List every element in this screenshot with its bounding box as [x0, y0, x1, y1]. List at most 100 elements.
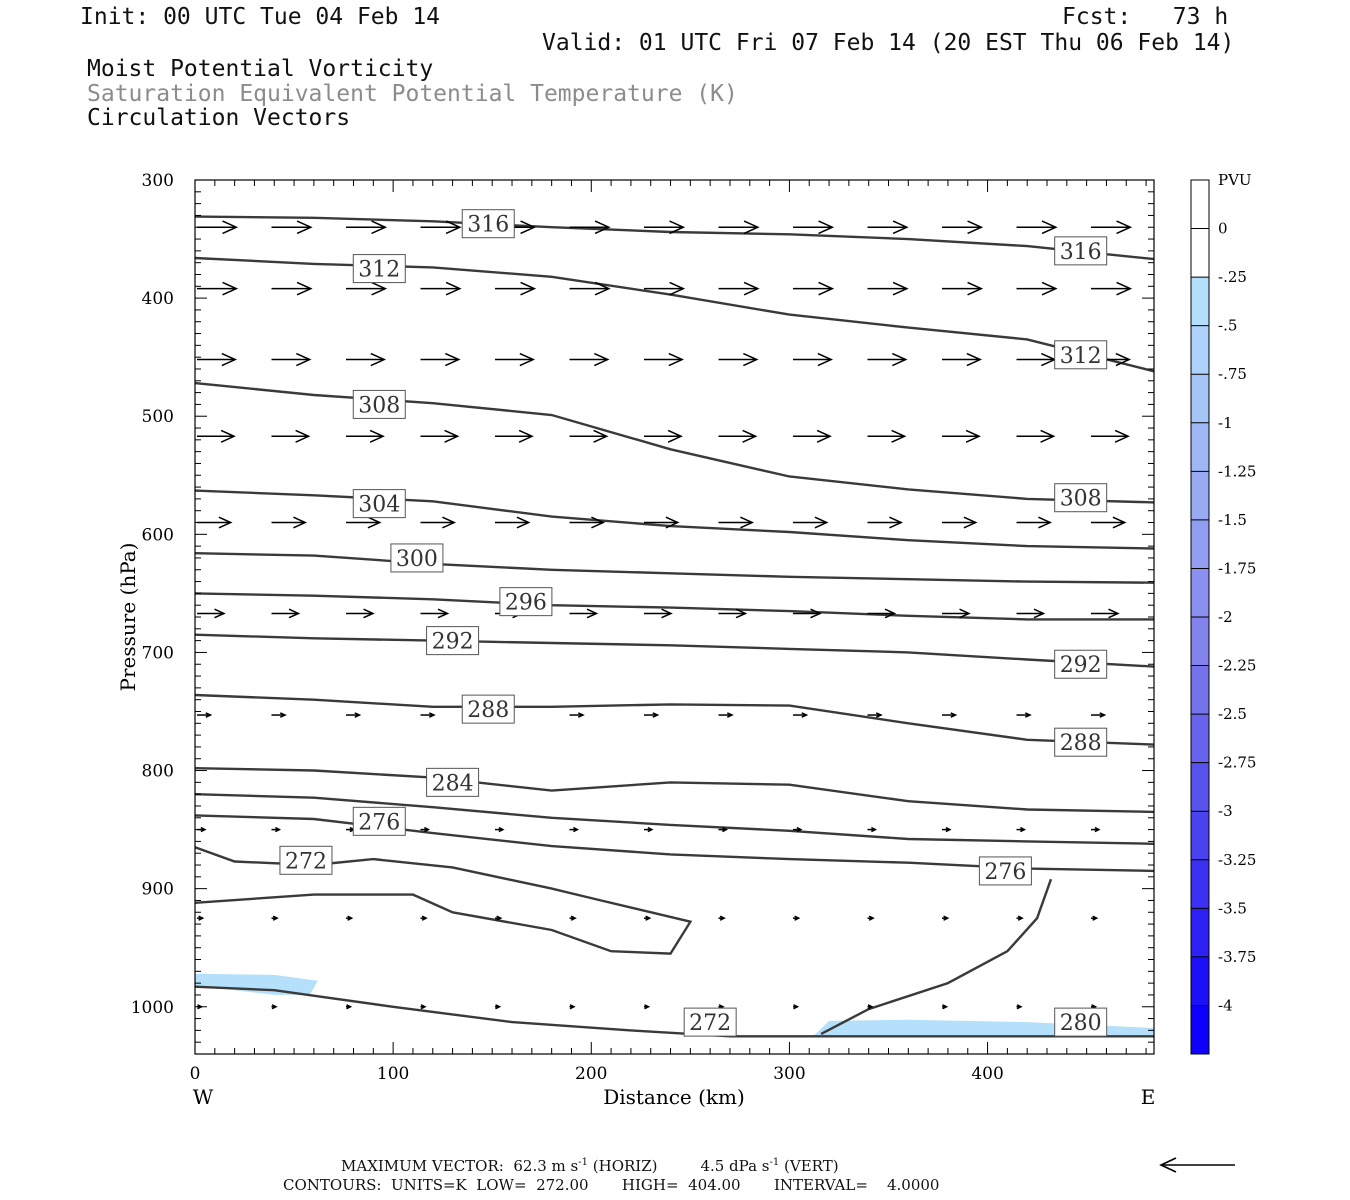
contour-label-288: 288 — [467, 698, 509, 723]
theta-contour-288 — [194, 693, 1155, 746]
y-tick-label: 800 — [142, 762, 174, 782]
circulation-vector — [569, 516, 606, 529]
circulation-vector — [718, 608, 748, 619]
contour-label-box — [1054, 649, 1108, 679]
circulation-vector — [1091, 826, 1101, 833]
x-tick-label: 100 — [377, 1064, 409, 1084]
contour-label-box — [461, 209, 515, 239]
circulation-vector — [867, 608, 897, 619]
contour-label-box — [390, 543, 444, 573]
circulation-vector — [718, 352, 759, 367]
colorbar-level-label: -3 — [1218, 802, 1233, 820]
contour-label-276: 276 — [984, 860, 1026, 885]
circulation-vector — [942, 516, 978, 529]
colorbar-level-label: -3.5 — [1218, 899, 1247, 917]
circulation-vector — [867, 352, 908, 367]
theta-contour-layer — [194, 215, 1155, 1038]
circulation-vector — [569, 281, 611, 296]
colorbar-level-label: 0 — [1218, 220, 1228, 238]
circulation-vector — [1016, 516, 1053, 529]
circulation-vector — [793, 516, 829, 529]
contour-label-box — [499, 587, 553, 617]
theta-contour-308 — [194, 381, 1155, 504]
circulation-vector — [346, 712, 362, 718]
circulation-vector — [793, 220, 835, 235]
circulation-vector — [1091, 281, 1133, 296]
circulation-vector — [420, 712, 436, 718]
circulation-vector — [420, 429, 460, 443]
circulation-vector — [346, 1004, 353, 1010]
circulation-vector — [420, 826, 431, 833]
circulation-vector — [644, 220, 686, 235]
east-label: E — [1141, 1085, 1156, 1109]
theta-contour-276 — [820, 878, 1053, 1035]
colorbar-swatch — [1191, 908, 1209, 958]
theta-contour-316 — [194, 215, 1155, 261]
circulation-vector — [197, 516, 233, 529]
circulation-vector — [495, 915, 503, 921]
circulation-vector — [495, 1004, 502, 1010]
colorbar-swatch — [1191, 617, 1209, 667]
contour-label-box — [683, 1007, 737, 1037]
contour-label-308: 308 — [358, 393, 400, 418]
colorbar-swatch — [1191, 374, 1209, 424]
circulation-vector — [346, 429, 385, 443]
field-title-vectors: Circulation Vectors — [87, 105, 351, 131]
contour-label-316: 316 — [467, 213, 509, 238]
colorbar-swatch — [1191, 325, 1209, 375]
contour-label-box — [461, 694, 515, 724]
horiz-exponent: -1 — [578, 1157, 588, 1168]
contour-label-272: 272 — [689, 1011, 731, 1036]
circulation-vector — [569, 352, 610, 367]
contour-label-300: 300 — [396, 547, 438, 572]
circulation-vector — [718, 915, 726, 921]
circulation-vector — [420, 220, 462, 235]
contour-label-box — [426, 626, 480, 656]
circulation-vector — [867, 281, 909, 296]
circulation-vector — [1091, 220, 1133, 235]
circulation-vector — [271, 826, 282, 833]
colorbar-level-label: -4 — [1218, 996, 1233, 1014]
circulation-vector — [644, 516, 680, 529]
field-title-theta-es: Saturation Equivalent Potential Temperat… — [87, 81, 738, 107]
circulation-vector — [942, 712, 958, 718]
circulation-vector — [942, 352, 983, 367]
pv-colorbar: 0 -.25 -.5 -.75 -1 -1.25 -1.5 -1.75 -2 -2.25 -2.5 -… — [1190, 179, 1256, 1055]
circulation-vector — [197, 915, 205, 921]
vert-max-value: 4.5 dPa s — [700, 1157, 770, 1175]
circulation-vector — [867, 429, 907, 443]
theta-contour-292 — [194, 633, 1155, 668]
circulation-vector — [420, 352, 461, 367]
y-axis-title: Pressure (hPa) — [116, 543, 140, 692]
circulation-vector — [793, 281, 835, 296]
circulation-vector — [495, 281, 537, 296]
circulation-vector — [569, 608, 599, 619]
theta-contour-296 — [194, 592, 1154, 621]
circulation-vector — [569, 220, 611, 235]
plot-frame — [194, 179, 1155, 1055]
colorbar-swatch — [1191, 956, 1209, 1006]
colorbar-swatch — [1191, 422, 1209, 472]
vert-unit: (VERT) — [784, 1157, 839, 1175]
circulation-vector — [867, 220, 909, 235]
colorbar-level-label: -.25 — [1218, 268, 1247, 286]
contour-label-288: 288 — [1060, 731, 1102, 756]
circulation-vector — [644, 352, 685, 367]
circulation-vector — [1091, 516, 1127, 529]
circulation-vector — [718, 826, 729, 833]
circulation-vector — [197, 429, 236, 443]
circulation-vector — [271, 281, 313, 296]
contour-label-box — [352, 489, 406, 519]
circulation-vector — [942, 608, 971, 619]
circulation-vector — [346, 915, 354, 921]
vert-exponent: -1 — [769, 1157, 780, 1168]
circulation-vector — [867, 915, 875, 921]
forecast-hour: Fcst: 73 h — [1062, 4, 1229, 30]
contour-label-316: 316 — [1060, 240, 1102, 265]
circulation-vector — [644, 608, 673, 619]
circulation-vector — [644, 915, 652, 921]
contour-label-box — [1054, 236, 1108, 266]
colorbar-level-label: -3.25 — [1218, 851, 1256, 869]
contour-label-272: 272 — [285, 849, 327, 874]
